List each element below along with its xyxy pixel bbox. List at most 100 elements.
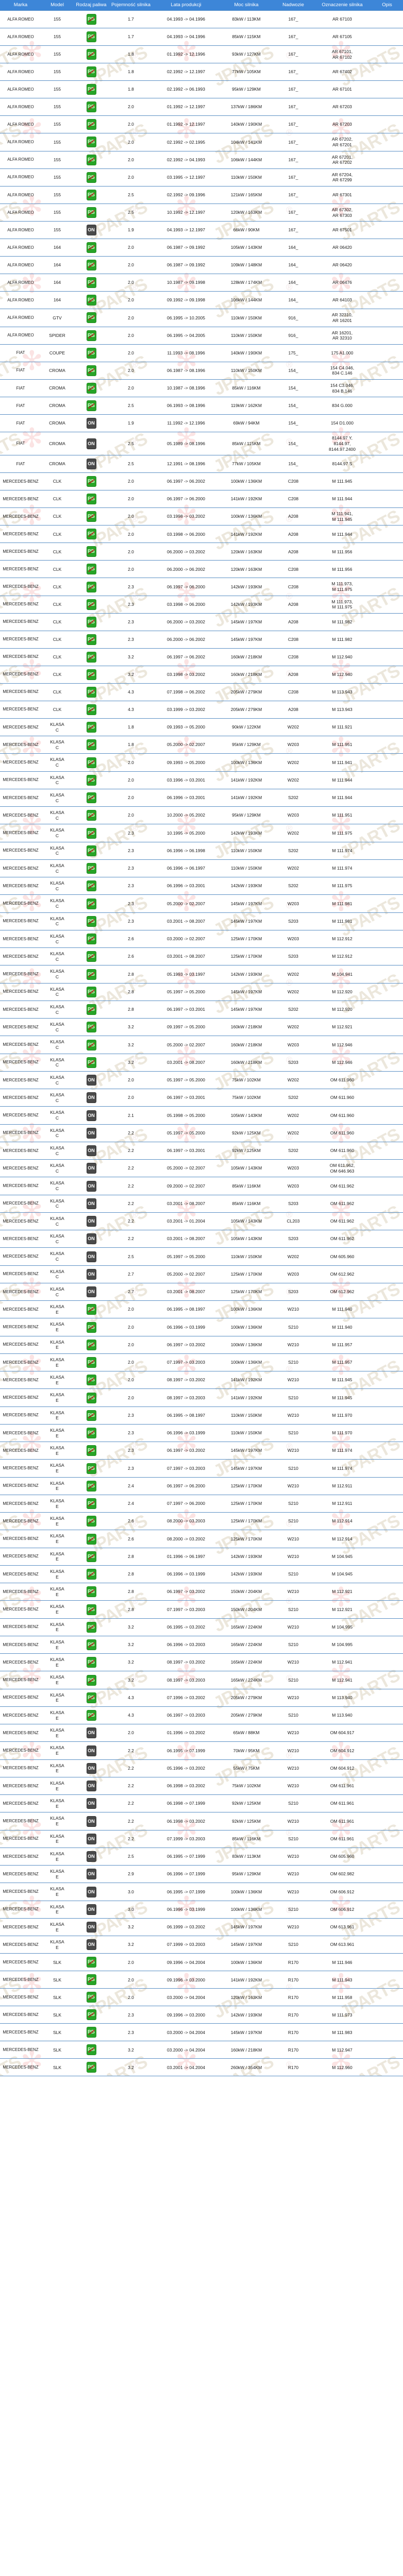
table-row[interactable]: MERCEDES-BENZKLASAEPB3.206.1995 -> 03.20… bbox=[0, 1618, 403, 1636]
table-row[interactable]: MERCEDES-BENZKLASACPB3.209.1997 -> 05.20… bbox=[0, 1018, 403, 1036]
table-row[interactable]: MERCEDES-BENZCLKPB4.307.1998 -> 06.20022… bbox=[0, 683, 403, 701]
table-row[interactable]: MERCEDES-BENZKLASACPB2.306.1996 -> 06.19… bbox=[0, 842, 403, 860]
table-row[interactable]: MERCEDES-BENZCLKPB2.006.1997 -> 06.20001… bbox=[0, 490, 403, 508]
table-row[interactable]: MERCEDES-BENZCLKPB2.003.1998 -> 03.20021… bbox=[0, 507, 403, 526]
table-row[interactable]: ALFA ROMEO155PB1.802.1992 -> 06.199395kW… bbox=[0, 80, 403, 98]
table-row[interactable]: MERCEDES-BENZKLASACPB2.805.1993 -> 03.19… bbox=[0, 965, 403, 984]
table-row[interactable]: MERCEDES-BENZKLASAEPB2.806.1997 -> 03.20… bbox=[0, 1583, 403, 1601]
table-row[interactable]: MERCEDES-BENZKLASACPB2.009.1993 -> 05.20… bbox=[0, 753, 403, 772]
table-row[interactable]: ALFA ROMEO155PB2.502.1992 -> 09.1996121k… bbox=[0, 186, 403, 204]
table-row[interactable]: ALFA ROMEO155PB2.001.1992 -> 12.1997137k… bbox=[0, 98, 403, 116]
table-row[interactable]: MERCEDES-BENZSLKPB2.303.2000 -> 04.20041… bbox=[0, 2023, 403, 2041]
table-row[interactable]: MERCEDES-BENZCLKPB3.206.1997 -> 06.20021… bbox=[0, 648, 403, 666]
table-row[interactable]: MERCEDES-BENZKLASACPB2.603.2000 -> 02.20… bbox=[0, 930, 403, 948]
table-row[interactable]: MERCEDES-BENZKLASAEPB2.801.1996 -> 06.19… bbox=[0, 1548, 403, 1566]
table-row[interactable]: MERCEDES-BENZSLKPB3.203.2001 -> 04.20042… bbox=[0, 2058, 403, 2076]
table-row[interactable]: MERCEDES-BENZKLASAEPB2.608.2000 -> 03.20… bbox=[0, 1530, 403, 1548]
column-header-nadwozie[interactable]: Nadwozie bbox=[273, 0, 313, 11]
table-row[interactable]: MERCEDES-BENZKLASACPB2.010.2000 -> 05.20… bbox=[0, 806, 403, 824]
table-row[interactable]: MERCEDES-BENZKLASAEPB2.007.1997 -> 03.20… bbox=[0, 1353, 403, 1371]
table-row[interactable]: MERCEDES-BENZKLASAEPB2.807.1997 -> 03.20… bbox=[0, 1600, 403, 1619]
table-row[interactable]: MERCEDES-BENZKLASAEPB2.806.1996 -> 03.19… bbox=[0, 1565, 403, 1583]
table-row[interactable]: MERCEDES-BENZSLKPB3.203.2000 -> 04.20041… bbox=[0, 2041, 403, 2059]
table-row[interactable]: MERCEDES-BENZ KLASA C ON 2.7 05.2000 -> 02.20… bbox=[0, 1265, 403, 1283]
table-row[interactable]: ALFA ROMEOSPIDERPB2.006.1995 -> 04.20051… bbox=[0, 327, 403, 345]
table-row[interactable]: MERCEDES-BENZ KLASA E ON 3.0 06.1995 -> 07.19… bbox=[0, 1883, 403, 1901]
column-header-pojemnosc[interactable]: Pojemność silnika bbox=[109, 0, 153, 11]
table-row[interactable]: MERCEDES-BENZ KLASA E ON 2.2 06.1998 -> 03.20… bbox=[0, 1812, 403, 1831]
table-row[interactable]: MERCEDES-BENZCLKPB3.203.1998 -> 03.20021… bbox=[0, 666, 403, 684]
table-row[interactable]: MERCEDES-BENZKLASACPB3.205.2000 -> 02.20… bbox=[0, 1036, 403, 1054]
table-row[interactable]: MERCEDES-BENZ KLASA C ON 2.0 05.1997 -> 05.20… bbox=[0, 1071, 403, 1089]
table-row[interactable]: ALFA ROMEO155PB1.704.1993 -> 04.199685kW… bbox=[0, 28, 403, 46]
table-row[interactable]: MERCEDES-BENZ KLASA E ON 2.9 06.1996 -> 07.19… bbox=[0, 1865, 403, 1883]
table-row[interactable]: MERCEDES-BENZCLKPB2.303.1998 -> 06.20001… bbox=[0, 596, 403, 614]
table-row[interactable]: ALFA ROMEO155PB1.802.1992 -> 12.199777kW… bbox=[0, 63, 403, 81]
table-row[interactable]: MERCEDES-BENZ KLASA E ON 2.2 07.1999 -> 03.20… bbox=[0, 1830, 403, 1848]
table-row[interactable]: MERCEDES-BENZSLKPB2.309.1996 -> 03.20001… bbox=[0, 2006, 403, 2024]
table-row[interactable]: MERCEDES-BENZ KLASA C ON 2.5 05.1997 -> 05.20… bbox=[0, 1247, 403, 1266]
table-row[interactable]: MERCEDES-BENZKLASACPB2.305.2000 -> 02.20… bbox=[0, 894, 403, 913]
table-row[interactable]: ALFA ROMEO155PB2.001.1992 -> 12.1997140k… bbox=[0, 115, 403, 133]
column-header-marka[interactable]: Marka bbox=[0, 0, 41, 11]
table-row[interactable]: MERCEDES-BENZ KLASA C ON 2.2 03.2001 -> 08.20… bbox=[0, 1230, 403, 1248]
table-row[interactable]: MERCEDES-BENZKLASAEPB2.008.1997 -> 03.20… bbox=[0, 1388, 403, 1407]
table-row[interactable]: MERCEDES-BENZKLASACPB2.805.1997 -> 05.20… bbox=[0, 983, 403, 1001]
table-row[interactable]: ALFA ROMEO155PB2.002.1992 -> 04.1993106k… bbox=[0, 151, 403, 169]
table-row[interactable]: MERCEDES-BENZKLASACPB2.806.1997 -> 03.20… bbox=[0, 1001, 403, 1019]
table-row[interactable]: MERCEDES-BENZKLASACPB2.306.1996 -> 03.20… bbox=[0, 877, 403, 895]
table-row[interactable]: ALFA ROMEO 155 ON 1.9 04.1993 -> 12.1997 66kW… bbox=[0, 221, 403, 239]
table-row[interactable]: ALFA ROMEO155PB1.704.1993 -> 04.199683kW… bbox=[0, 10, 403, 28]
table-row[interactable]: ALFA ROMEOGTVPB2.006.1995 -> 10.2005110k… bbox=[0, 309, 403, 327]
table-row[interactable]: MERCEDES-BENZ KLASA C ON 2.0 06.1997 -> 03.20… bbox=[0, 1089, 403, 1107]
table-row[interactable]: MERCEDES-BENZSLKPB2.003.2000 -> 04.20041… bbox=[0, 1988, 403, 2006]
table-row[interactable]: MERCEDES-BENZ KLASA C ON 2.7 03.2001 -> 08.20… bbox=[0, 1283, 403, 1301]
table-row[interactable]: MERCEDES-BENZKLASAEPB3.206.1996 -> 03.20… bbox=[0, 1636, 403, 1654]
table-row[interactable]: ALFA ROMEO164PB2.006.1987 -> 09.1992109k… bbox=[0, 256, 403, 274]
table-row[interactable]: MERCEDES-BENZCLKPB4.303.1999 -> 03.20022… bbox=[0, 701, 403, 719]
table-row[interactable]: MERCEDES-BENZCLKPB2.006.2000 -> 06.20021… bbox=[0, 560, 403, 578]
column-header-oznaczenie[interactable]: Oznaczenie silnika bbox=[313, 0, 371, 11]
table-row[interactable]: MERCEDES-BENZKLASACPB3.203.2001 -> 08.20… bbox=[0, 1054, 403, 1072]
table-row[interactable]: MERCEDES-BENZKLASAEPB4.306.1997 -> 03.20… bbox=[0, 1706, 403, 1724]
table-row[interactable]: MERCEDES-BENZ KLASA E ON 2.0 01.1996 -> 03.20… bbox=[0, 1724, 403, 1742]
table-row[interactable]: MERCEDES-BENZ KLASA E ON 2.2 05.1996 -> 03.20… bbox=[0, 1759, 403, 1777]
table-row[interactable]: MERCEDES-BENZKLASAEPB2.307.1997 -> 03.20… bbox=[0, 1459, 403, 1478]
table-row[interactable]: ALFA ROMEO164PB2.010.1987 -> 09.1998128k… bbox=[0, 274, 403, 292]
table-row[interactable]: ALFA ROMEO155PB2.002.1992 -> 02.1995104k… bbox=[0, 133, 403, 151]
table-row[interactable]: MERCEDES-BENZCLKPB2.003.1998 -> 06.20001… bbox=[0, 525, 403, 543]
table-row[interactable]: MERCEDES-BENZ KLASA E ON 3.2 07.1999 -> 03.20… bbox=[0, 1936, 403, 1954]
table-row[interactable]: MERCEDES-BENZ KLASA C ON 2.2 05.1997 -> 05.20… bbox=[0, 1124, 403, 1142]
table-row[interactable]: MERCEDES-BENZSLKPB2.009.1996 -> 04.20041… bbox=[0, 1953, 403, 1971]
table-row[interactable]: MERCEDES-BENZ KLASA E ON 2.2 06.1998 -> 07.19… bbox=[0, 1794, 403, 1812]
column-header-fuel[interactable]: Rodzaj paliwa bbox=[73, 0, 109, 11]
column-header-moc[interactable]: Moc silnika bbox=[220, 0, 273, 11]
table-row[interactable]: MERCEDES-BENZKLASAEPB2.407.1997 -> 06.20… bbox=[0, 1495, 403, 1513]
table-row[interactable]: MERCEDES-BENZ KLASA C ON 2.2 09.2000 -> 02.20… bbox=[0, 1177, 403, 1195]
table-row[interactable]: MERCEDES-BENZ KLASA E ON 2.2 06.1995 -> 07.19… bbox=[0, 1741, 403, 1760]
table-row[interactable]: MERCEDES-BENZKLASAEPB3.208.1997 -> 03.20… bbox=[0, 1653, 403, 1671]
table-row[interactable]: MERCEDES-BENZKLASACPB2.310.1995 -> 05.20… bbox=[0, 824, 403, 842]
table-row[interactable]: MERCEDES-BENZKLASAEPB2.608.2000 -> 03.20… bbox=[0, 1512, 403, 1530]
table-row[interactable]: MERCEDES-BENZ KLASA C ON 2.2 03.2001 -> 01.20… bbox=[0, 1212, 403, 1230]
column-header-opis[interactable]: Opis bbox=[371, 0, 403, 11]
table-row[interactable]: MERCEDES-BENZKLASACPB2.306.1996 -> 06.19… bbox=[0, 859, 403, 877]
table-row[interactable]: MERCEDES-BENZKLASAEPB2.306.1996 -> 03.19… bbox=[0, 1424, 403, 1442]
table-row[interactable]: ALFA ROMEO155PB2.510.1992 -> 12.1997120k… bbox=[0, 204, 403, 222]
table-row[interactable]: ALFA ROMEO164PB2.006.1987 -> 09.1992105k… bbox=[0, 239, 403, 257]
table-row[interactable]: MERCEDES-BENZ KLASA C ON 2.2 03.2001 -> 08.20… bbox=[0, 1195, 403, 1213]
table-row[interactable]: MERCEDES-BENZKLASACPB1.809.1993 -> 05.20… bbox=[0, 718, 403, 736]
table-row[interactable]: MERCEDES-BENZ KLASA C ON 2.2 06.1997 -> 03.20… bbox=[0, 1142, 403, 1160]
table-row[interactable]: MERCEDES-BENZKLASAEPB2.406.1997 -> 06.20… bbox=[0, 1477, 403, 1495]
table-row[interactable]: MERCEDES-BENZKLASAEPB2.306.1997 -> 03.20… bbox=[0, 1442, 403, 1460]
table-row[interactable]: FIAT CROMA ON 2.5 12.1991 -> 08.1996 77kW / 1… bbox=[0, 455, 403, 473]
table-row[interactable]: MERCEDES-BENZKLASACPB1.805.2000 -> 02.20… bbox=[0, 736, 403, 754]
table-row[interactable]: MERCEDES-BENZKLASACPB2.006.1996 -> 03.20… bbox=[0, 789, 403, 807]
table-row[interactable]: FIAT CROMA ON 2.5 05.1989 -> 08.1996 85kW / 1… bbox=[0, 432, 403, 455]
table-row[interactable]: MERCEDES-BENZCLKPB2.006.2000 -> 03.20021… bbox=[0, 543, 403, 561]
table-row[interactable]: FIAT CROMA ON 1.9 11.1992 -> 12.1996 69kW / 9… bbox=[0, 414, 403, 432]
